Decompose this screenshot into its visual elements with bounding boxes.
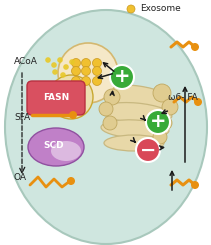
Circle shape — [69, 111, 77, 119]
Text: Exosome: Exosome — [140, 4, 181, 13]
Circle shape — [162, 99, 178, 115]
Text: OA: OA — [14, 172, 27, 182]
Circle shape — [60, 72, 66, 78]
Circle shape — [191, 181, 199, 189]
Circle shape — [81, 59, 91, 68]
Circle shape — [77, 87, 84, 95]
Circle shape — [158, 116, 172, 130]
Circle shape — [92, 59, 101, 68]
Circle shape — [127, 5, 135, 13]
Circle shape — [45, 57, 51, 63]
Text: FASN: FASN — [43, 93, 69, 101]
Circle shape — [51, 62, 57, 68]
Ellipse shape — [101, 120, 169, 138]
Circle shape — [92, 76, 101, 86]
Circle shape — [103, 116, 117, 130]
Ellipse shape — [100, 103, 172, 123]
Circle shape — [99, 102, 113, 116]
Text: +: + — [114, 67, 130, 86]
Circle shape — [194, 98, 202, 106]
Circle shape — [72, 59, 81, 68]
Text: −: − — [140, 140, 156, 159]
FancyBboxPatch shape — [27, 81, 85, 115]
Circle shape — [153, 84, 171, 102]
Text: ACoA: ACoA — [14, 58, 38, 66]
Circle shape — [69, 59, 75, 65]
Text: SFA: SFA — [14, 112, 30, 122]
Ellipse shape — [104, 135, 164, 151]
Circle shape — [58, 43, 118, 103]
Text: +: + — [150, 112, 166, 131]
Ellipse shape — [5, 10, 207, 244]
Circle shape — [81, 66, 91, 75]
Circle shape — [136, 138, 160, 162]
Circle shape — [104, 89, 120, 105]
Circle shape — [72, 66, 81, 75]
Circle shape — [72, 76, 81, 86]
Circle shape — [52, 69, 58, 75]
Circle shape — [81, 76, 91, 86]
Circle shape — [49, 75, 93, 119]
Circle shape — [58, 98, 65, 105]
Circle shape — [68, 87, 74, 95]
Circle shape — [68, 98, 74, 105]
Circle shape — [110, 65, 134, 89]
Circle shape — [92, 66, 101, 75]
Circle shape — [58, 87, 65, 95]
Circle shape — [77, 98, 84, 105]
Circle shape — [145, 142, 159, 156]
Circle shape — [67, 177, 75, 185]
Circle shape — [191, 43, 199, 51]
Ellipse shape — [28, 128, 84, 166]
Ellipse shape — [51, 141, 81, 161]
Circle shape — [63, 64, 69, 70]
Circle shape — [153, 130, 167, 144]
Circle shape — [57, 57, 63, 63]
Circle shape — [146, 110, 170, 134]
Ellipse shape — [103, 85, 173, 109]
Text: ω6- FA: ω6- FA — [168, 93, 198, 101]
Text: SCD: SCD — [44, 140, 64, 149]
